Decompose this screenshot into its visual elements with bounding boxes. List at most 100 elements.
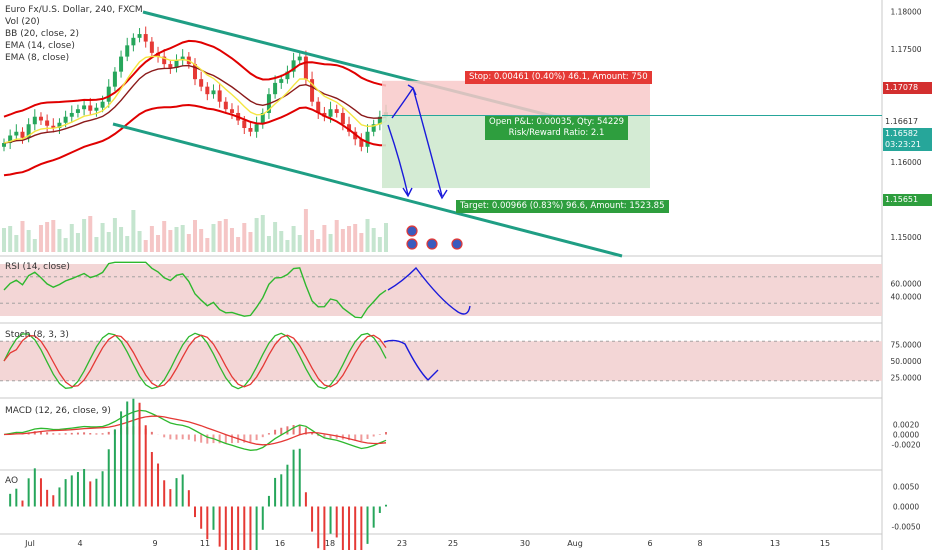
candle-body — [347, 124, 352, 132]
economic-event-icon — [406, 225, 418, 237]
volume-bar — [32, 239, 37, 252]
volume-bar — [273, 222, 278, 252]
macd-tick-label: -0.0020 — [892, 440, 921, 449]
volume-bar — [8, 226, 13, 252]
volume-bar — [347, 226, 352, 252]
candle-body — [285, 71, 290, 80]
volume-bar — [285, 240, 290, 252]
volume-bar — [236, 237, 241, 252]
macd-tick-label: 0.0000 — [893, 431, 919, 440]
candle-body — [32, 116, 37, 125]
volume-bar — [131, 210, 136, 252]
stoch-label[interactable]: Stoch (8, 3, 3) — [5, 330, 69, 340]
rsi-line — [3, 261, 387, 319]
ao-tick-label: -0.0050 — [892, 523, 921, 532]
ao-label[interactable]: AO — [5, 476, 19, 486]
volume-bar — [266, 236, 271, 252]
volume-bar — [112, 218, 117, 252]
volume-bar — [174, 227, 179, 252]
candle-body — [180, 56, 185, 61]
candle-body — [14, 131, 19, 136]
candle-body — [63, 116, 68, 123]
ao-tick-label: 0.0000 — [893, 503, 919, 512]
bb-lower-line — [3, 103, 387, 177]
volume-bar — [248, 232, 253, 252]
candle-body — [371, 124, 376, 132]
volume-bar — [137, 231, 142, 252]
rsi-label[interactable]: RSI (14, close) — [5, 262, 70, 272]
candle-body — [334, 109, 339, 113]
volume-bar — [119, 227, 124, 252]
candle-body — [45, 120, 50, 126]
volume-bar — [242, 223, 247, 252]
volume-bar — [359, 233, 364, 252]
candle-body — [82, 105, 87, 110]
open-pnl-label[interactable]: Open P&L: 0.00035, Qty: 54229 Risk/Rewar… — [485, 116, 629, 140]
candle-body — [242, 120, 247, 128]
economic-event-icon — [406, 238, 418, 250]
volume-bar — [26, 230, 31, 252]
rsi-tick-label: 60.0000 — [890, 279, 921, 288]
volume-bar — [14, 235, 19, 252]
candle-body — [291, 60, 296, 72]
candle-body — [273, 82, 278, 95]
volume-bar — [20, 221, 25, 252]
macd-line — [3, 409, 387, 451]
volume-bar — [340, 229, 345, 252]
candle-body — [20, 131, 25, 138]
candle-body — [260, 112, 265, 125]
candle-body — [254, 124, 259, 132]
candle-body — [211, 90, 216, 95]
volume-bar — [186, 234, 191, 252]
ao-tick-label: 0.0050 — [893, 483, 919, 492]
macd-label[interactable]: MACD (12, 26, close, 9) — [5, 406, 111, 416]
candle-body — [328, 109, 333, 117]
volume-bar — [254, 218, 259, 252]
volume-bar — [377, 237, 382, 252]
volume-bar — [193, 220, 197, 252]
volume-bar — [162, 221, 167, 252]
volume-bar — [365, 219, 370, 252]
time-tick-label: 4 — [77, 539, 82, 548]
candle-body — [119, 56, 124, 72]
symbol-title: Euro Fx/U.S. Dollar, 240, FXCM — [5, 5, 143, 15]
candle-body — [303, 56, 308, 80]
open-pnl-text: Open P&L: 0.00035, Qty: 54229 — [489, 117, 625, 127]
indicator-ema8[interactable]: EMA (8, close) — [5, 53, 70, 63]
volume-bar — [303, 209, 308, 252]
volume-bar — [260, 215, 265, 252]
indicator-ema14[interactable]: EMA (14, close) — [5, 41, 75, 51]
candle-body — [94, 107, 99, 111]
volume-bar — [223, 219, 228, 252]
volume-bar — [316, 239, 321, 252]
macd-signal-line — [3, 415, 387, 446]
volume-bar — [106, 232, 111, 252]
candle-body — [310, 79, 315, 102]
time-tick-label: 30 — [520, 539, 530, 548]
candle-body — [199, 79, 204, 87]
rsi-band — [0, 264, 882, 316]
candle-body — [297, 56, 302, 61]
volume-bar — [310, 230, 315, 252]
time-tick-label: 13 — [770, 539, 780, 548]
volume-bar — [125, 236, 130, 252]
candle-body — [26, 124, 31, 138]
volume-bar — [88, 216, 93, 252]
stop-label[interactable]: Stop: 0.00461 (0.40%) 46.1, Amount: 750 — [465, 71, 652, 84]
volume-bar — [100, 223, 105, 252]
time-tick-label: 8 — [697, 539, 702, 548]
target-label[interactable]: Target: 0.00966 (0.83%) 96.6, Amount: 15… — [456, 200, 669, 213]
candle-body — [100, 101, 105, 108]
indicator-bb[interactable]: BB (20, close, 2) — [5, 29, 80, 39]
volume-bar — [180, 225, 185, 252]
candle-body — [248, 128, 253, 132]
candle-body — [88, 105, 93, 111]
volume-bar — [63, 238, 68, 252]
ema8-line — [3, 55, 387, 144]
volume-bar — [94, 237, 99, 252]
indicator-vol[interactable]: Vol (20) — [5, 17, 40, 27]
candle-body — [168, 64, 173, 68]
volume-bar — [143, 240, 148, 252]
price-tick-label: 1.16000 — [890, 158, 921, 167]
volume-bar — [57, 229, 62, 252]
